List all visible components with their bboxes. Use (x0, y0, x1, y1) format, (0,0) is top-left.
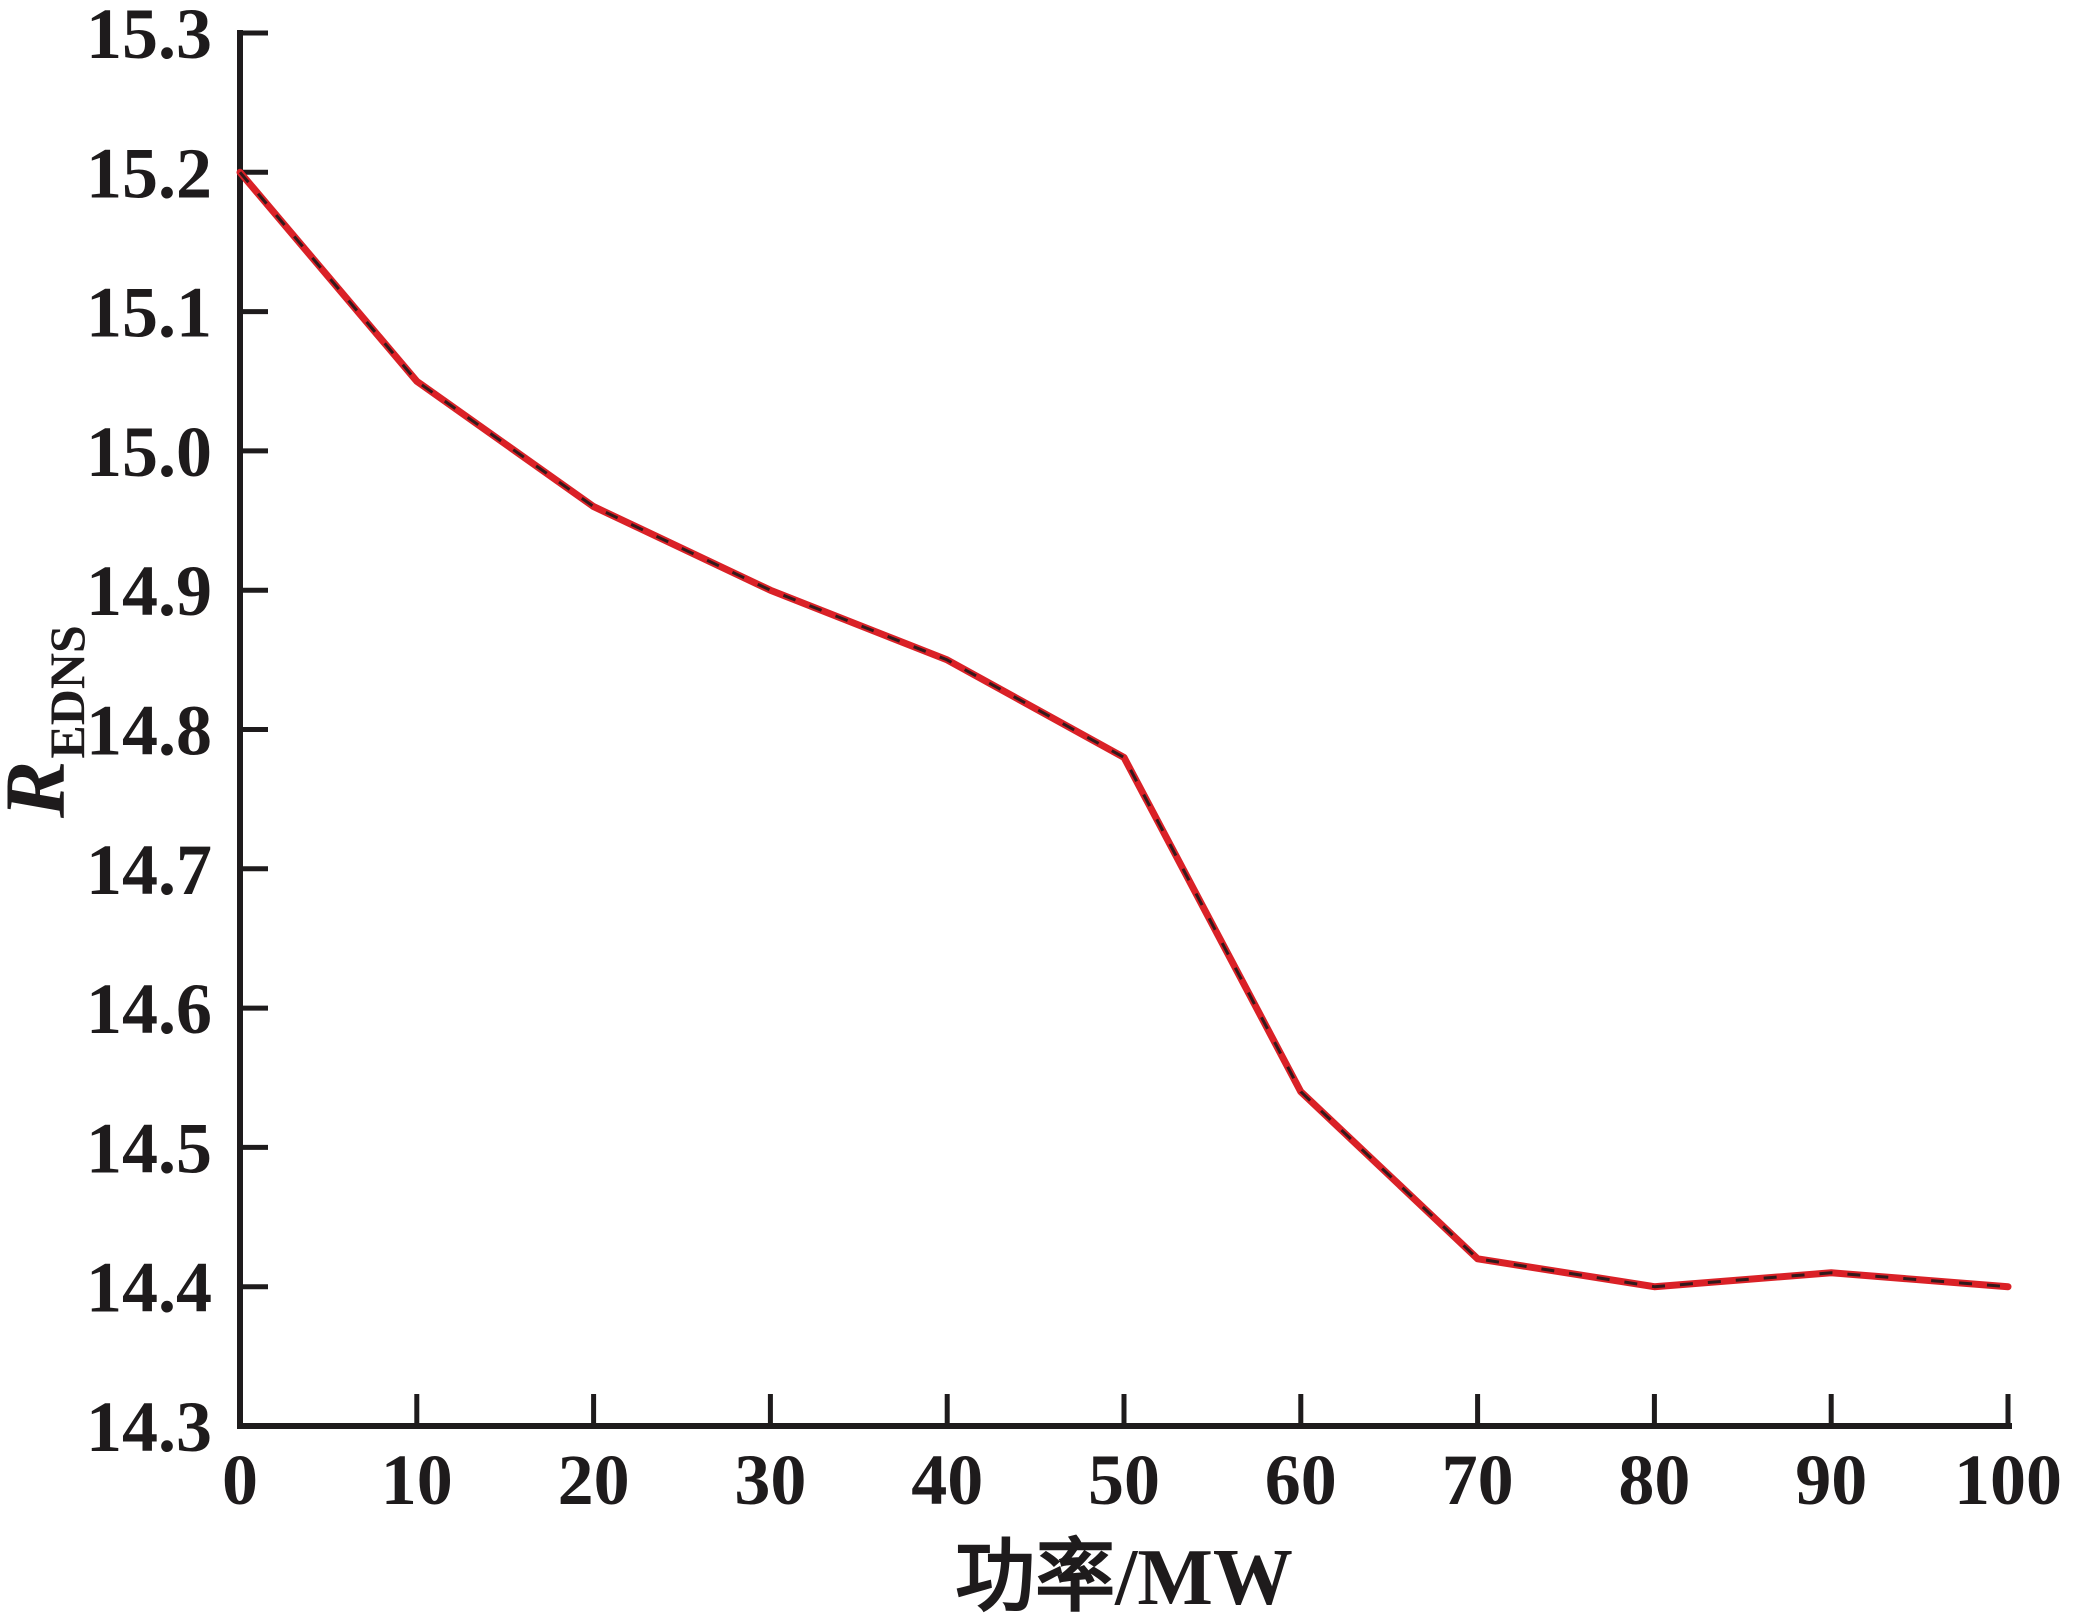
data-line-red (236, 168, 2012, 1291)
y-tick-label: 14.8 (86, 691, 212, 771)
x-tick-label: 90 (1795, 1440, 1867, 1520)
y-tick-label: 15.2 (86, 133, 212, 213)
y-tick-label: 15.0 (86, 412, 212, 492)
x-tick-label: 20 (558, 1440, 630, 1520)
y-tick-label: 14.6 (86, 969, 212, 1049)
y-tick-label: 14.4 (86, 1248, 212, 1328)
x-tick-label: 80 (1618, 1440, 1690, 1520)
y-axis-title-subscript: EDNS (39, 625, 95, 758)
x-axis-title: 功率/MW (955, 1534, 1293, 1614)
y-tick-label: 14.7 (86, 830, 212, 910)
x-tick-label: 50 (1088, 1440, 1160, 1520)
x-tick-label: 70 (1442, 1440, 1514, 1520)
x-tick-label: 100 (1954, 1440, 2062, 1520)
y-axis-title: REDNS (0, 625, 95, 819)
y-tick-label: 14.3 (86, 1387, 212, 1467)
x-tick-label: 40 (911, 1440, 983, 1520)
axes-frame (237, 30, 2012, 1429)
y-tick-label: 15.1 (86, 273, 212, 353)
x-tick-label: 60 (1265, 1440, 1337, 1520)
data-line-black-dashed-overlay (238, 171, 2009, 1289)
y-tick-label: 15.3 (86, 0, 212, 74)
x-tick-label: 0 (222, 1440, 258, 1520)
y-tick-label: 14.5 (86, 1108, 212, 1188)
x-tick-label: 30 (734, 1440, 806, 1520)
y-axis-title-main: R (0, 761, 83, 819)
x-tick-label: 10 (381, 1440, 453, 1520)
y-tick-label: 14.9 (86, 551, 212, 631)
